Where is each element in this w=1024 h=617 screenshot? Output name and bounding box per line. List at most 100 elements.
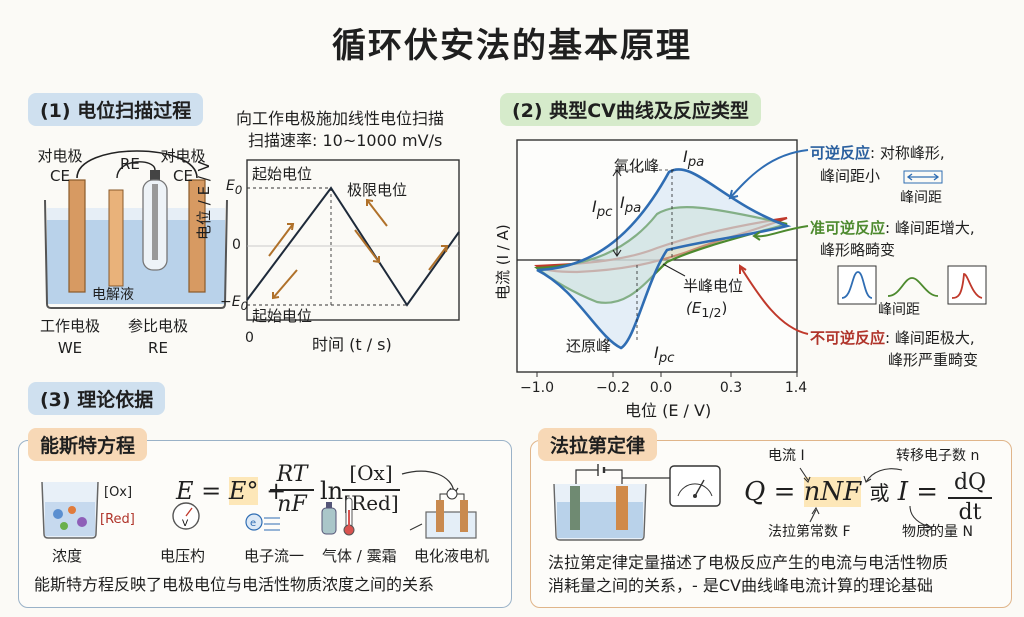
- faraday-electrons-label: 转移电子数 n: [896, 448, 980, 464]
- eq-faraday-fraction-bar: [948, 497, 992, 499]
- section3-label: (3) 理论依据: [28, 382, 166, 415]
- nernst-icons: V e: [172, 470, 477, 539]
- cv-y-label: 电流 (I / A): [494, 224, 512, 300]
- nernst-ox: [Ox]: [104, 485, 133, 500]
- electrolyte-label: 电解液: [92, 287, 134, 303]
- faraday-equation: Q = nNF 或 I =: [744, 477, 939, 508]
- x-tick-zero: 0: [245, 330, 254, 346]
- ipc-bottom-symbol: I: [654, 343, 659, 362]
- concentration-label: 浓度: [52, 547, 83, 565]
- ipc-axis-sub: pc: [596, 205, 613, 221]
- start-potential-top: 起始电位: [252, 165, 313, 183]
- electron-flow-label: 电子流一: [244, 547, 305, 565]
- ref-abbr: RE: [148, 339, 168, 357]
- quasi-desc1: : 峰间距增大,: [885, 219, 975, 237]
- reversible-desc2: 峰间距小: [820, 167, 881, 185]
- eq-equals: =: [201, 477, 222, 505]
- nernst-equation: E = E° +: [176, 477, 287, 506]
- irreversible-line1: 不可逆反应: 峰间距极大,: [810, 329, 975, 347]
- scan-y-label: 电位 / E / V: [195, 161, 213, 240]
- cell-label: 电化液电机: [414, 547, 490, 565]
- reversible-line1: 可逆反应: 对称峰形,: [810, 144, 945, 162]
- eq-fraction-bar-2: [342, 489, 400, 491]
- faraday-amount-label: 物质的量 N: [902, 524, 973, 540]
- concentration-beaker-icon: [41, 481, 99, 539]
- y-tick-neg-e0: −E0: [220, 294, 248, 313]
- voltmeter-label: 电压杓: [160, 547, 206, 565]
- peak-shape-icons: [837, 265, 987, 305]
- scan-triangle-wave: [246, 186, 460, 307]
- scan-heading: 向工作电极施加线性电位扫描: [236, 109, 445, 128]
- faraday-apparatus: [553, 464, 721, 541]
- half-wave-close: ): [721, 299, 728, 317]
- eq-f-equals: =: [773, 477, 796, 507]
- eq-red: [Red]: [343, 491, 399, 515]
- faraday-summary-2: 消耗量之间的关系，- 是CV曲线峰电流计算的理论基础: [548, 576, 933, 595]
- ce-left-abbr: CE: [50, 167, 70, 185]
- ipc-bottom-sub: pc: [658, 351, 675, 367]
- reduction-peak-label: 还原峰: [566, 337, 612, 355]
- eq-ln: ln: [320, 477, 344, 505]
- electrochemical-cell: [44, 150, 228, 309]
- nernst-label: 能斯特方程: [28, 428, 148, 461]
- re-top-label: RE: [120, 155, 140, 173]
- eq-plus: +: [266, 477, 287, 505]
- oxidation-peak-label: 氧化峰: [614, 157, 660, 175]
- eq-fraction-bar: [270, 489, 314, 491]
- reaction-arrows: [728, 149, 809, 335]
- section2-label: (2) 典型CV曲线及反应类型: [500, 93, 761, 126]
- ipa-inner-label: Ipa: [620, 193, 642, 217]
- cv-x-tick-2: −0.2: [596, 380, 630, 396]
- ipa-inner-symbol: I: [620, 193, 625, 212]
- eq-e0: E°: [228, 477, 259, 505]
- eq-nnf: nNF: [803, 477, 862, 507]
- we-label: 工作电极: [39, 317, 100, 335]
- quasi-line1: 准可逆反应: 峰间距增大,: [810, 219, 975, 237]
- half-wave-label: 半峰电位: [683, 277, 744, 295]
- y-tick-e0-sub: 0: [234, 182, 243, 197]
- we-abbr: WE: [57, 339, 83, 357]
- svg-text:V: V: [182, 519, 189, 529]
- cv-x-tick-4: 0.3: [719, 380, 743, 396]
- half-wave-e: (E: [686, 299, 702, 317]
- ipa-top-sub: pa: [687, 155, 705, 171]
- irreversible-desc2: 峰形严重畸变: [888, 351, 979, 369]
- cv-x-tick-5: 1.4: [784, 380, 808, 396]
- cv-x-tick-1: −1.0: [520, 380, 554, 396]
- y-tick-zero: 0: [232, 237, 241, 253]
- section1-label: (1) 电位扫描过程: [28, 93, 204, 126]
- ce-right-label: 对电极: [160, 147, 206, 165]
- ipa-top-symbol: I: [683, 147, 688, 166]
- eq-rt: RT: [276, 462, 308, 487]
- scan-x-label: 时间 (t / s): [312, 335, 392, 354]
- eq-dt: dt: [958, 500, 982, 525]
- ref-label: 参比电极: [127, 317, 188, 335]
- eq-f-equals-2: =: [916, 477, 939, 507]
- gas-label: 气体 / 霙霜: [322, 547, 397, 565]
- ipa-top: Ipa: [683, 147, 705, 171]
- irreversible-name: 不可逆反应: [810, 329, 886, 347]
- svg-text:e: e: [250, 518, 256, 529]
- eq-q: Q: [744, 477, 766, 507]
- eq-or: 或: [869, 481, 890, 505]
- start-potential-bottom: 起始电位: [252, 307, 313, 325]
- ipc-axis-symbol: I: [592, 197, 597, 216]
- y-tick-neg-e0-sub: 0: [240, 298, 248, 313]
- ce-left-label: 对电极: [37, 147, 83, 165]
- eq-e: E: [176, 477, 194, 505]
- y-tick-e0: E0: [226, 178, 242, 197]
- nernst-summary: 能斯特方程反映了电极电位与电活性物质浓度之间的关系: [34, 575, 435, 594]
- ipc-bottom: Ipc: [654, 343, 675, 367]
- half-wave-sub: 1/2: [701, 305, 722, 320]
- eq-i: I: [897, 477, 909, 507]
- faraday-current-label: 电流 I: [768, 448, 805, 464]
- cv-x-label: 电位 (E / V): [625, 401, 712, 420]
- cv-curve-reversible: [536, 168, 792, 350]
- scan-rate: 扫描速率: 10~1000 mV/s: [248, 131, 443, 150]
- ipa-inner-sub: pa: [624, 201, 642, 217]
- faraday-summary-1: 法拉第定律定量描述了电极反应产生的电流与电活性物质: [548, 553, 949, 572]
- y-tick-neg-e0-symbol: −E: [220, 294, 241, 310]
- ipc-axis-label: Ipc: [592, 197, 613, 221]
- irreversible-desc1: : 峰间距极大,: [885, 329, 975, 347]
- faraday-label: 法拉第定律: [538, 428, 658, 461]
